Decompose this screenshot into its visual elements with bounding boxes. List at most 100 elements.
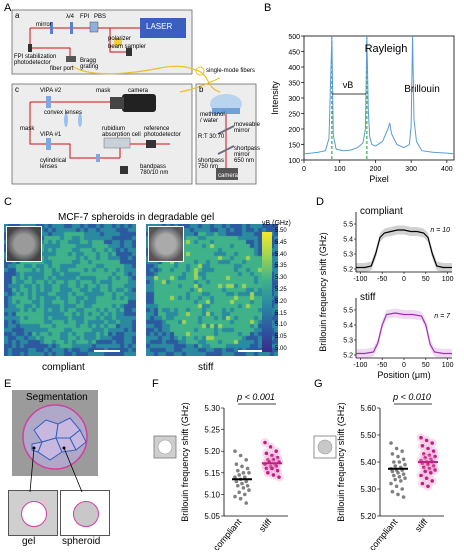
- data-point: [264, 466, 269, 471]
- ytick-label: 5.10: [204, 490, 220, 499]
- ytick-label: 5.20: [204, 447, 220, 456]
- data-point: [244, 479, 248, 484]
- colorbar: [262, 232, 272, 352]
- data-point: [396, 454, 400, 459]
- data-point: [236, 468, 240, 473]
- data-point: [389, 481, 393, 486]
- data-point: [233, 494, 237, 499]
- data-point: [247, 488, 251, 492]
- colorbar-tick: 5.20: [275, 298, 287, 305]
- data-point: [430, 479, 434, 483]
- xtick-label-d: -50: [377, 276, 387, 283]
- data-point: [241, 471, 246, 475]
- colorbar-tick: 5.05: [275, 334, 287, 341]
- setup-box-c: [11, 83, 193, 185]
- data-point: [401, 457, 406, 462]
- category-label: stiff: [413, 516, 430, 533]
- data-point: [399, 479, 403, 483]
- panel-label-d: D: [316, 196, 324, 208]
- data-point: [266, 471, 270, 475]
- ytick-label-b: 250: [288, 112, 300, 119]
- xtick-label-b: 100: [334, 166, 346, 173]
- colorbar-tick: 5.35: [275, 263, 287, 270]
- data-point: [240, 481, 244, 486]
- panel-label-e: E: [4, 378, 12, 390]
- rt-label: R:T 30:70: [198, 134, 225, 140]
- colorbar-tick: 5.00: [275, 346, 287, 352]
- panel-c-title: MCF-7 spheroids in degradable gel: [58, 212, 215, 223]
- ytick-label: 5.15: [204, 469, 220, 478]
- setup-diagram: [11, 9, 257, 185]
- camera-label: camera: [128, 88, 149, 94]
- profile-mean-line: [356, 229, 452, 269]
- ytick-label-b: 450: [288, 50, 300, 57]
- xtick-label-d: 100: [442, 362, 454, 369]
- data-point: [238, 496, 243, 501]
- data-point: [394, 484, 399, 489]
- colorbar-tick: 5.25: [275, 287, 287, 293]
- data-point: [264, 451, 269, 456]
- data-point: [244, 501, 248, 505]
- panel-d-profiles: 5.5 5.4 5.3 5.2 -100 -50 0 50 100 compliant n = 10…: [316, 204, 464, 380]
- ytick-label: 5.25: [204, 426, 220, 435]
- data-point: [240, 464, 244, 469]
- data-point: [430, 441, 434, 445]
- lambda4-label: λ/4: [66, 14, 75, 20]
- fiber-port-label: fiber port: [50, 66, 74, 72]
- vipa1-label: VIPA #1: [40, 132, 62, 138]
- panel-label-c: C: [4, 196, 12, 208]
- panel-label-b: B: [264, 2, 272, 14]
- category-label: compliant: [367, 516, 400, 550]
- ytick-label: 5.40: [360, 458, 376, 467]
- data-point: [394, 446, 399, 451]
- colorbar-tick: 5.40: [275, 251, 287, 258]
- profile-mean-line: [356, 312, 452, 355]
- colorbar-title: νB (GHz): [262, 220, 291, 227]
- ytick-label: 5.50: [360, 431, 376, 440]
- vipa2-label: VIPA #2: [40, 88, 62, 94]
- panel-g-scatter: 5.60 5.50 5.40 5.30 5.20 p < 0.010 compliant st…: [310, 384, 464, 553]
- panel-label-f: F: [152, 378, 159, 390]
- data-point: [244, 458, 248, 462]
- data-point: [419, 435, 423, 440]
- shortpass750-label: shortpass 750 nm: [198, 158, 225, 170]
- panel-label-g: G: [314, 378, 323, 390]
- xtick-label-b: 300: [405, 166, 417, 173]
- scatter-f: 5.30 5.25 5.20 5.15 5.10 5.05 p < 0.001 complia…: [153, 392, 288, 553]
- setup-label-a: a: [15, 11, 20, 20]
- data-point: [268, 445, 273, 449]
- ytick-label: 5.30: [204, 404, 220, 413]
- ytick-label-d: 5.2: [343, 267, 353, 274]
- data-point: [275, 468, 280, 473]
- colorbar-tick: 5.15: [275, 310, 287, 317]
- colorbar-tick: 5.50: [275, 228, 287, 234]
- spheroid-label: spheroid: [62, 536, 101, 547]
- ytick-label-b: 100: [288, 158, 300, 165]
- ytick-label-b: 300: [288, 96, 300, 103]
- data-point: [270, 453, 274, 458]
- brillouin-label: Brillouin: [404, 84, 440, 95]
- colorbar-ticks: 5.50 5.45 5.40 5.35 5.30 5.25 5.20 5.15 5.10 5.05…: [275, 228, 311, 358]
- data-point: [423, 456, 427, 460]
- single-mode-label: single-mode fibers: [206, 68, 256, 74]
- fpi-stab-label: FPI stabilization photodetector: [14, 54, 57, 66]
- data-point: [396, 471, 400, 475]
- xtick-label-b: 200: [370, 166, 382, 173]
- ytick-label-b: 200: [288, 127, 300, 134]
- data-point: [403, 462, 407, 467]
- bragg-label: Bragg grating: [80, 58, 99, 70]
- gel-thumb: [8, 490, 58, 536]
- data-point: [426, 484, 430, 489]
- data-point: [420, 481, 425, 486]
- data-point: [429, 471, 433, 475]
- profile-title: stiff: [360, 292, 376, 303]
- bandpass-label: bandpass 780/10 nm: [140, 164, 169, 176]
- xtick-label-d: -100: [353, 362, 367, 369]
- panel-f-scatter: 5.30 5.25 5.20 5.15 5.10 5.05 p < 0.001 complia…: [150, 384, 310, 553]
- mirror-label: mirror: [36, 22, 52, 28]
- ylabel-d: Brillouin frequency shift (GHz): [318, 232, 328, 352]
- data-point: [393, 477, 397, 482]
- xtick-label-d: 0: [402, 276, 406, 283]
- ytick-label-d: 5.4: [343, 323, 353, 330]
